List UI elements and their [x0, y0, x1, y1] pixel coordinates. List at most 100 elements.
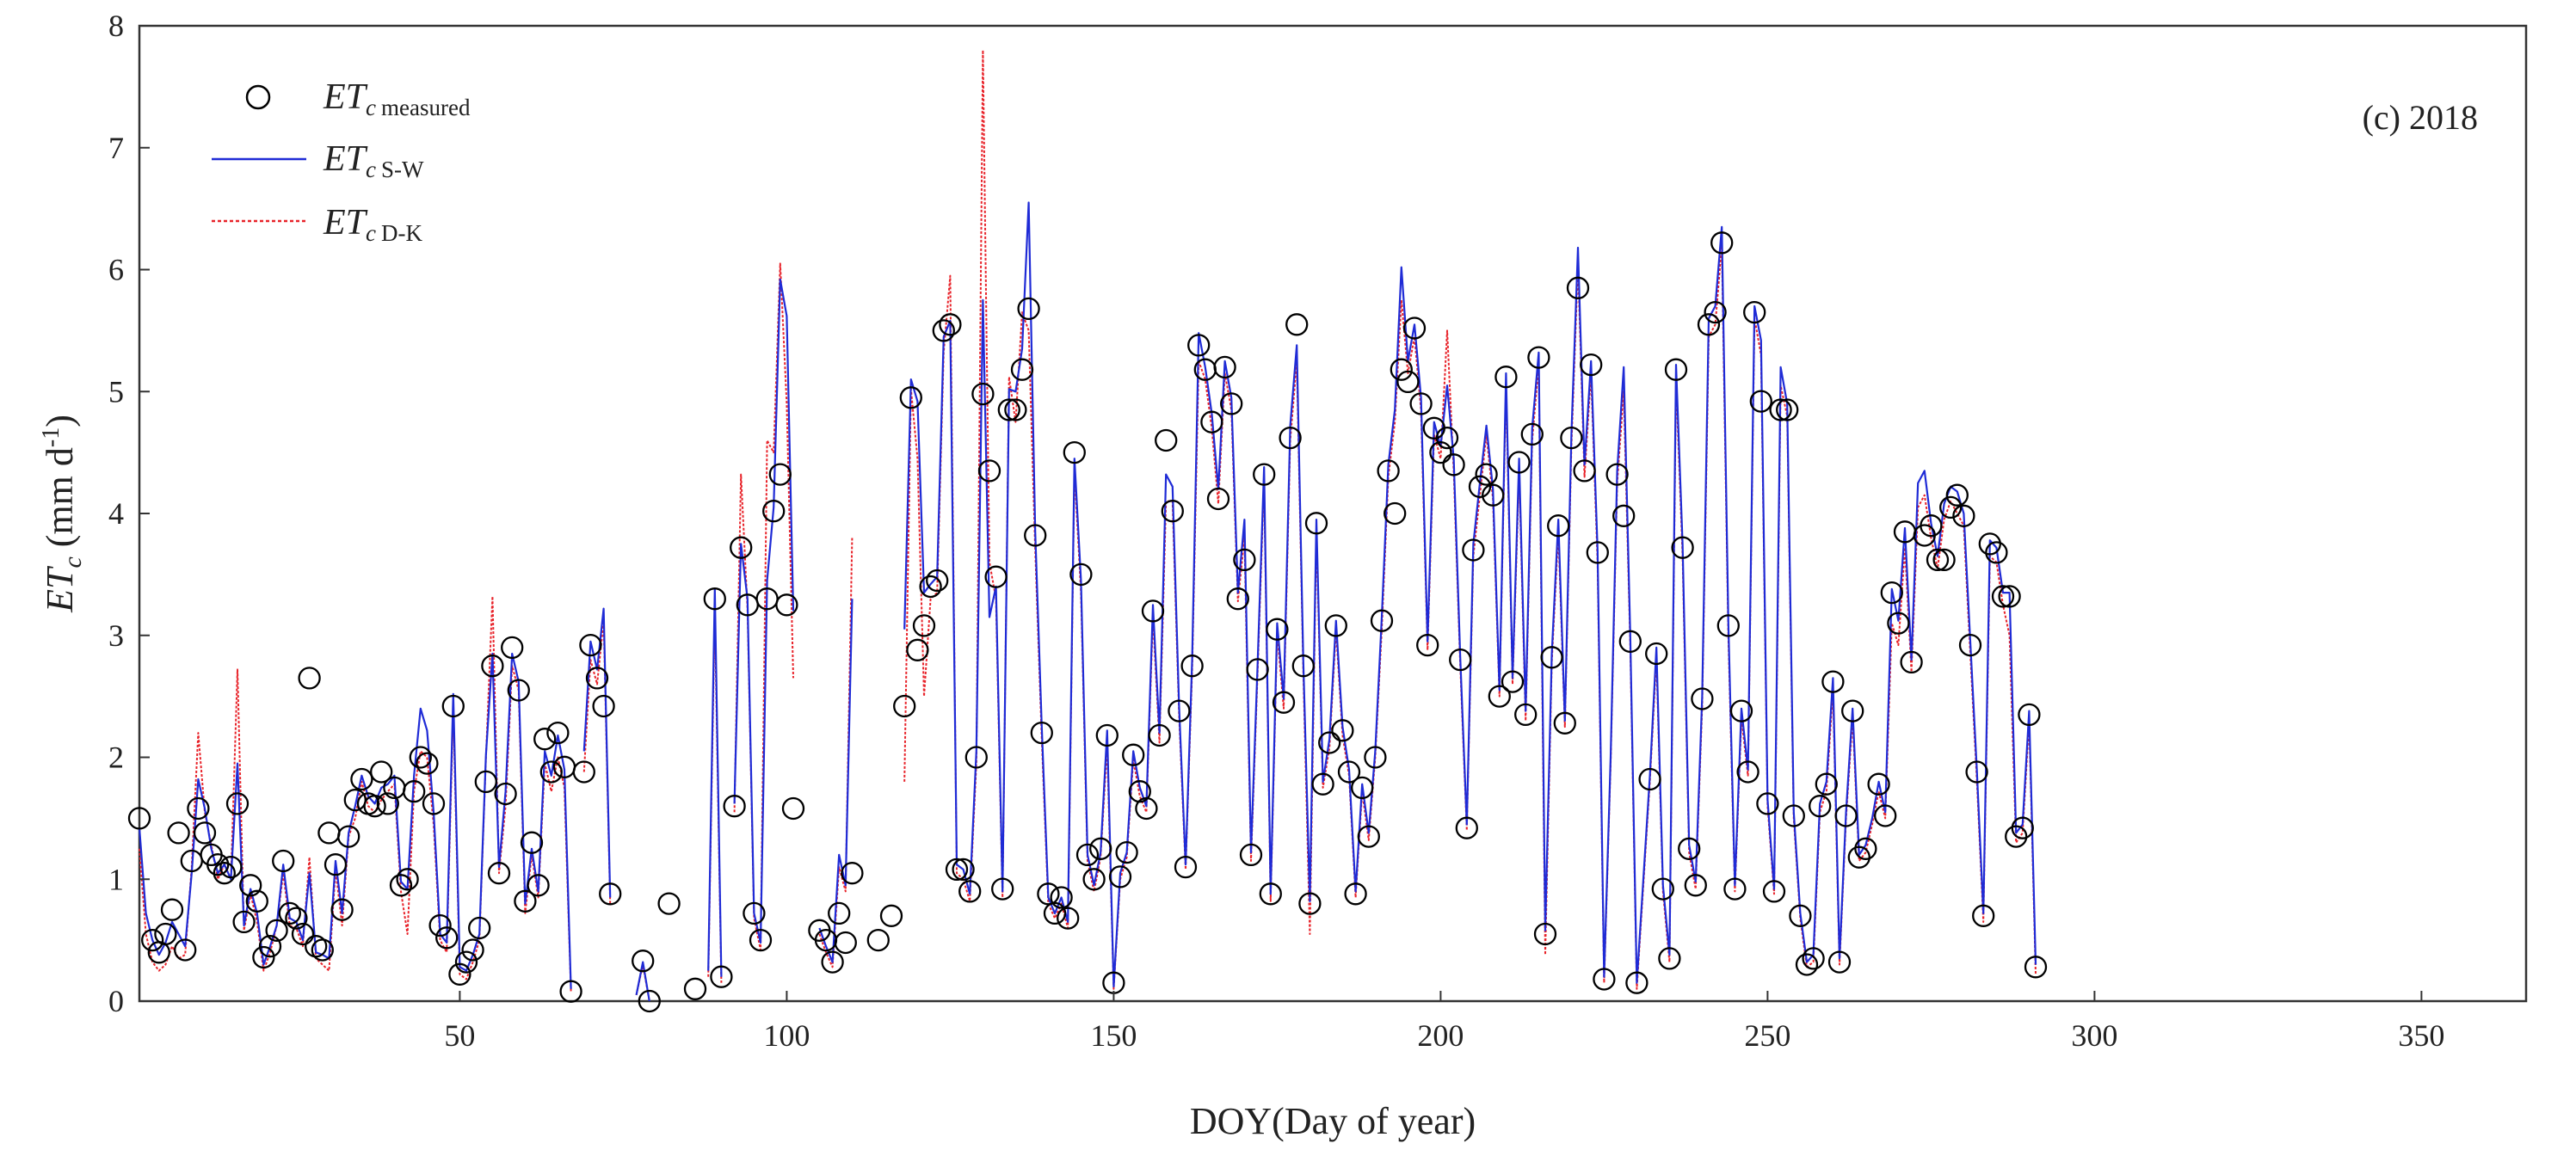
measured-point: [1475, 463, 1498, 486]
measured-point: [1743, 300, 1766, 324]
measured-point: [1377, 459, 1400, 483]
measured-point: [932, 319, 955, 342]
measured-point: [265, 919, 288, 942]
measured-point: [1010, 358, 1034, 381]
measured-point: [1645, 642, 1668, 666]
x-axis-title: DOY(Day of year): [1190, 1100, 1476, 1142]
measured-point: [1482, 483, 1505, 507]
measured-point: [1671, 536, 1694, 559]
measured-point: [997, 398, 1020, 421]
measured-point: [1108, 865, 1132, 888]
measured-point: [213, 862, 236, 885]
measured-point: [1004, 398, 1027, 421]
measured-point: [337, 825, 361, 848]
measured-point: [1533, 922, 1557, 946]
legend-sub-measured: c: [366, 95, 376, 120]
measured-point: [1566, 276, 1590, 299]
measured-point: [1357, 825, 1380, 848]
measured-point: [1449, 648, 1472, 672]
measured-point: [1658, 947, 1681, 970]
measured-point: [1351, 776, 1374, 800]
measured-point: [1684, 874, 1707, 897]
measured-point: [1429, 440, 1452, 464]
measured-point: [298, 667, 321, 690]
measured-point: [1867, 772, 1890, 796]
measured-point: [828, 901, 851, 925]
y-axis-title: ETc (mm d-1): [38, 415, 87, 613]
measured-point: [160, 898, 184, 921]
measured-point: [1324, 614, 1347, 637]
measured-point: [1318, 731, 1341, 754]
measured-point: [1370, 609, 1394, 632]
measured-point: [1560, 426, 1583, 450]
measured-point: [1664, 358, 1688, 381]
measured-point: [1880, 581, 1903, 605]
measured-point: [1710, 231, 1734, 255]
series-sw-line: [635, 961, 650, 1002]
measured-point: [1939, 495, 1963, 519]
legend-label-dk: D-K: [381, 220, 422, 246]
measured-point: [435, 926, 459, 950]
measured-point: [324, 853, 348, 876]
measured-point: [1213, 355, 1236, 379]
measured-point: [291, 922, 315, 946]
measured-point: [1540, 646, 1563, 669]
measured-point: [1161, 500, 1184, 523]
measured-point: [723, 795, 746, 818]
measured-point: [1298, 892, 1322, 915]
measured-point: [2005, 825, 2028, 848]
measured-point: [599, 882, 622, 906]
measured-point: [1442, 453, 1465, 476]
measured-point: [952, 858, 975, 882]
measured-point: [193, 821, 217, 845]
measured-point: [1520, 422, 1544, 446]
y-axis-title-sub: c: [59, 556, 87, 568]
measured-point: [370, 760, 393, 784]
measured-point: [428, 913, 452, 937]
measured-point: [1220, 392, 1243, 415]
x-tick-label: 100: [763, 1018, 810, 1053]
measured-point: [285, 907, 308, 930]
series-sw-line: [733, 278, 795, 944]
measured-point: [1527, 346, 1550, 369]
measured-point: [1057, 907, 1080, 930]
measured-point: [1958, 633, 1982, 657]
measured-point: [474, 770, 497, 794]
measured-point: [1573, 459, 1596, 483]
series-sw-line: [818, 599, 854, 963]
measured-point: [1952, 504, 1975, 527]
measured-point: [1920, 514, 1943, 538]
measured-point: [1043, 901, 1067, 925]
x-tick-label: 150: [1090, 1018, 1137, 1053]
measured-point: [416, 752, 439, 775]
measured-point: [964, 746, 988, 769]
measured-point: [730, 536, 753, 559]
measured-point: [350, 767, 373, 791]
measured-point: [1762, 880, 1786, 903]
measured-point: [1998, 585, 2021, 608]
measured-point: [1789, 904, 1812, 927]
measured-point: [1135, 796, 1158, 821]
measured-point: [1331, 719, 1354, 742]
measured-point: [1206, 487, 1230, 511]
measured-point: [1736, 760, 1759, 784]
measured-point: [1069, 562, 1093, 587]
legend-sub-sw: c: [366, 157, 376, 182]
measured-point: [219, 855, 243, 879]
measured-point: [1887, 612, 1910, 635]
series-dk-line: [582, 619, 612, 904]
legend-sub-dk: c: [366, 220, 376, 246]
measured-point: [494, 782, 517, 806]
measured-point: [1239, 843, 1263, 867]
measured-point: [239, 874, 262, 897]
measured-point: [454, 950, 478, 974]
y-tick-label: 3: [108, 618, 124, 653]
measured-point: [311, 938, 334, 962]
measured-point: [1697, 313, 1721, 336]
measured-point: [893, 694, 916, 718]
measured-point: [899, 386, 922, 409]
x-tick-label: 300: [2071, 1018, 2117, 1053]
measured-point: [710, 965, 733, 988]
measured-point: [507, 679, 530, 702]
measured-point: [879, 904, 903, 927]
